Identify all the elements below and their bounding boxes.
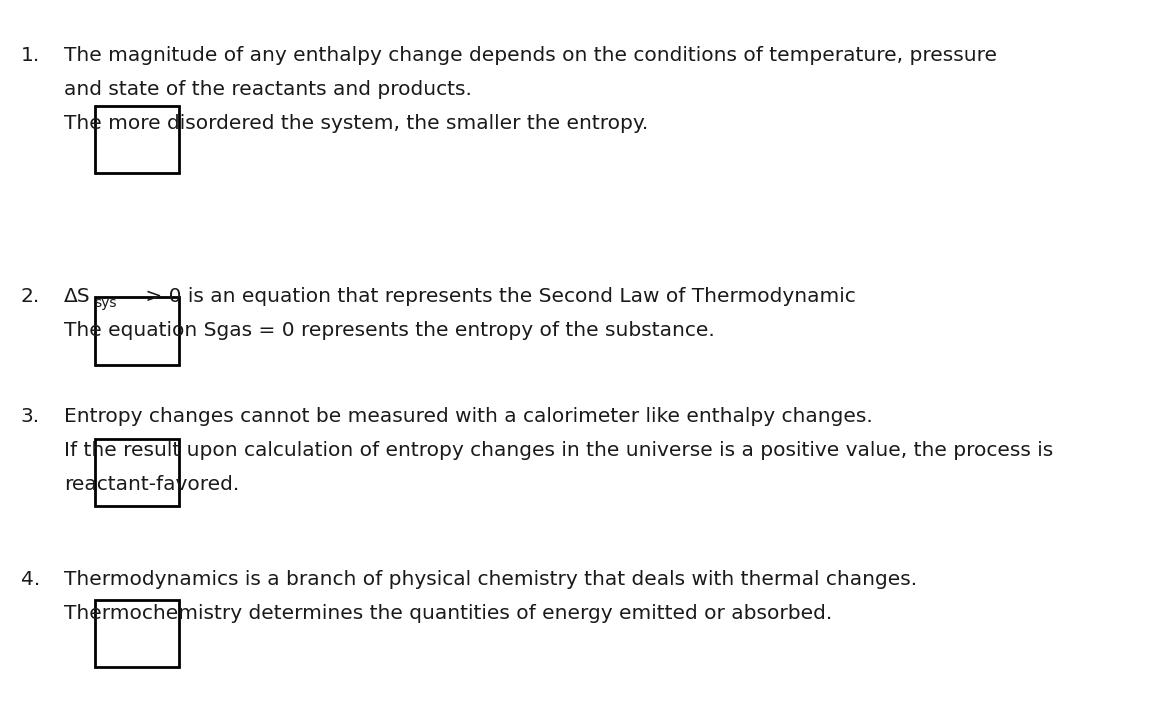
Text: ΔS: ΔS [64, 287, 91, 306]
Text: The magnitude of any enthalpy change depends on the conditions of temperature, p: The magnitude of any enthalpy change dep… [64, 46, 997, 65]
Text: Entropy changes cannot be measured with a calorimeter like enthalpy changes.: Entropy changes cannot be measured with … [64, 407, 873, 426]
Bar [95, 297, 179, 365]
Text: > 0 is an equation that represents the Second Law of Thermodynamic: > 0 is an equation that represents the S… [139, 287, 856, 306]
Text: The more disordered the system, the smaller the entropy.: The more disordered the system, the smal… [64, 114, 648, 133]
Text: 3.: 3. [21, 407, 40, 426]
Text: 4.: 4. [21, 570, 41, 589]
Text: Thermodynamics is a branch of physical chemistry that deals with thermal changes: Thermodynamics is a branch of physical c… [64, 570, 917, 589]
Text: The equation Sgas = 0 represents the entropy of the substance.: The equation Sgas = 0 represents the ent… [64, 321, 715, 340]
Bar [95, 106, 179, 173]
Bar [95, 600, 179, 667]
Text: 1.: 1. [21, 46, 41, 65]
Text: reactant-favored.: reactant-favored. [64, 475, 239, 494]
Bar [95, 439, 179, 506]
Text: and state of the reactants and products.: and state of the reactants and products. [64, 80, 472, 99]
Text: sys: sys [94, 296, 116, 310]
Text: Thermochemistry determines the quantities of energy emitted or absorbed.: Thermochemistry determines the quantitie… [64, 604, 832, 623]
Text: 2.: 2. [21, 287, 41, 306]
Text: If the result upon calculation of entropy changes in the universe is a positive : If the result upon calculation of entrop… [64, 441, 1053, 460]
